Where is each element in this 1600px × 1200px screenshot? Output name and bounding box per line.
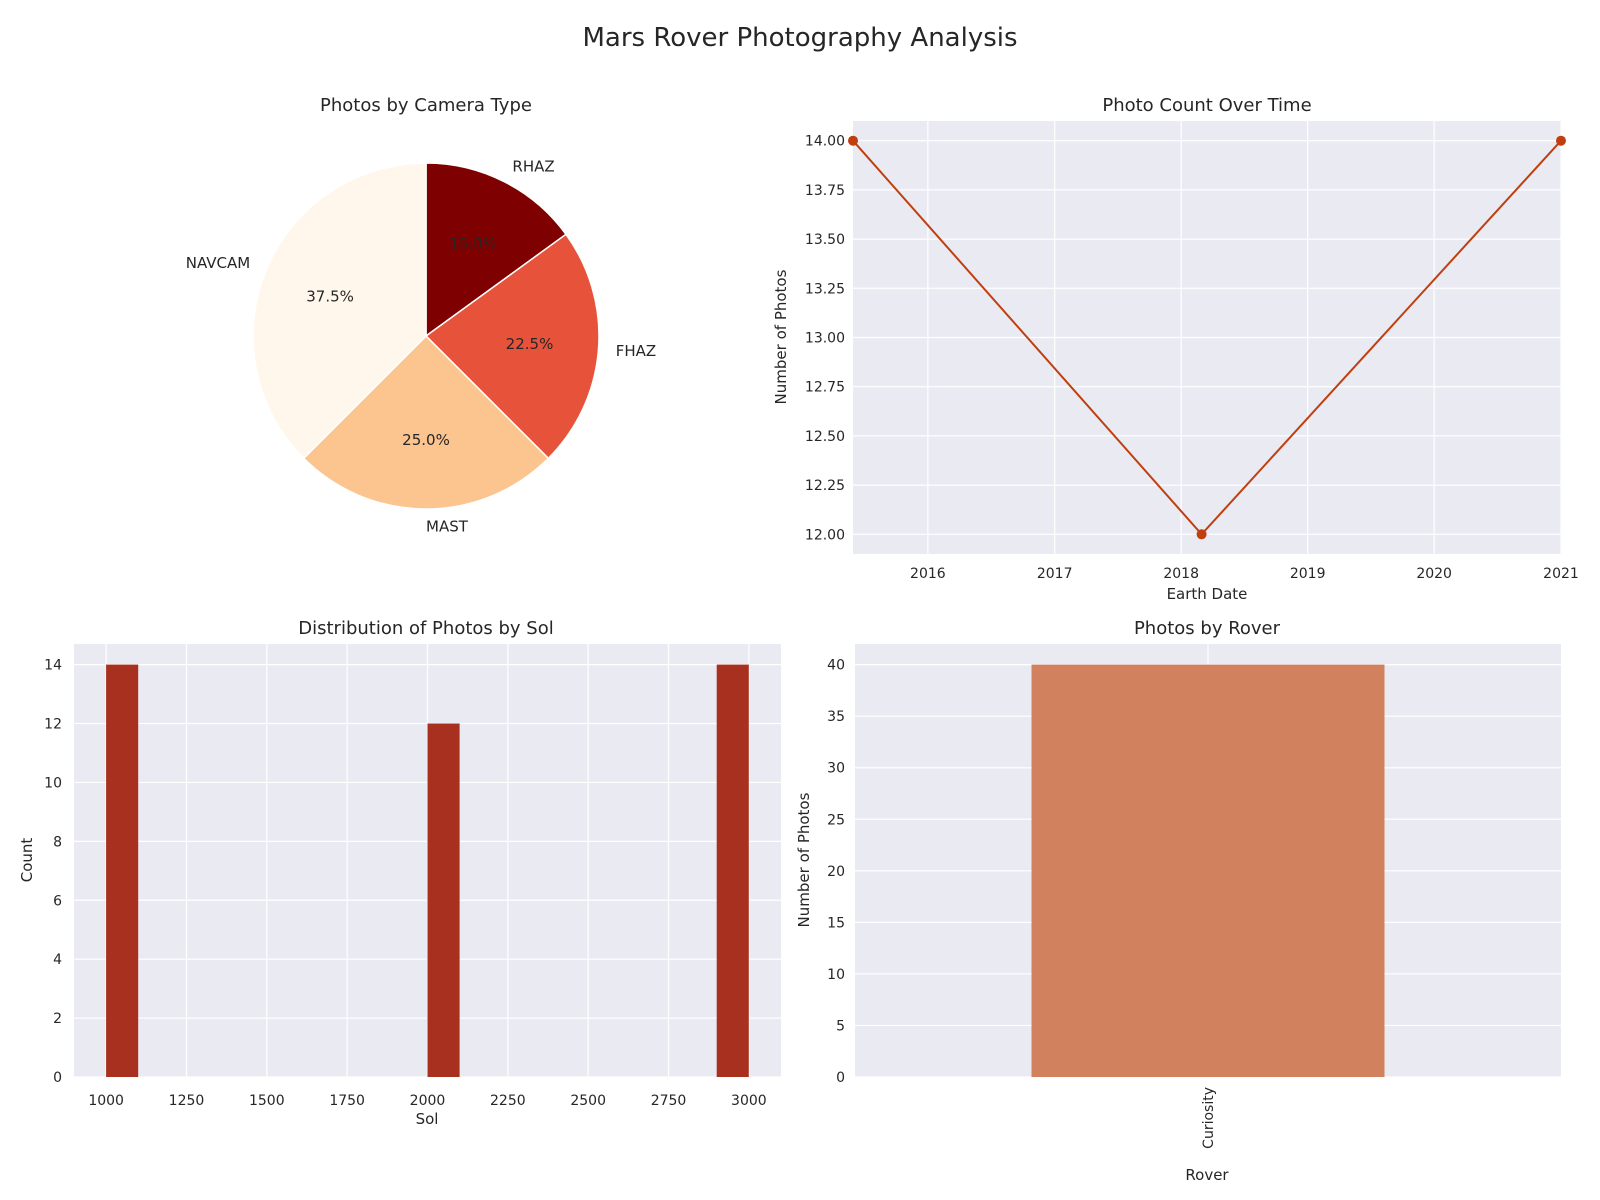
rover-y-tick-label: 35 bbox=[827, 709, 845, 725]
line-y-ticks: 12.00 12.25 12.50 12.75 13.00 13.25 13.50 13.75… bbox=[805, 134, 845, 544]
hist-y-tick-label: 12 bbox=[44, 717, 62, 733]
line-x-ticks: 2016 2017 2018 2019 2020 2021 bbox=[910, 566, 1579, 582]
line-x-tick-label: 2019 bbox=[1290, 566, 1326, 582]
pie-label-navcam: NAVCAM bbox=[186, 254, 250, 272]
line-y-tick-label: 13.00 bbox=[805, 331, 845, 347]
hist-panel: Distribution of Photos by Sol 0 2 4 6 8 10 12 1… bbox=[18, 618, 781, 1128]
hist-x-tick-label: 1750 bbox=[329, 1093, 365, 1109]
rover-panel: Photos by Rover 0 5 10 15 20 25 30 35 40 Curiosi… bbox=[795, 618, 1561, 1184]
line-y-tick-label: 12.75 bbox=[805, 380, 845, 396]
rover-title: Photos by Rover bbox=[1134, 618, 1281, 639]
line-y-tick-label: 13.50 bbox=[805, 232, 845, 248]
pie-pct-navcam: 37.5% bbox=[306, 287, 354, 305]
hist-title: Distribution of Photos by Sol bbox=[298, 618, 554, 639]
hist-x-ticks: 1000 1250 1500 1750 2000 2250 2500 2750 3000 bbox=[88, 1093, 766, 1109]
hist-y-axis-label: Count bbox=[18, 838, 36, 883]
rover-y-tick-label: 25 bbox=[827, 812, 845, 828]
rover-x-tick-label: Curiosity bbox=[1201, 1087, 1217, 1149]
line-y-tick-label: 13.25 bbox=[805, 281, 845, 297]
pie-slice-mast bbox=[302, 334, 550, 510]
hist-bar bbox=[716, 664, 749, 1077]
hist-y-tick-label: 6 bbox=[53, 893, 62, 909]
line-x-axis-label: Earth Date bbox=[1167, 585, 1248, 603]
hist-x-tick-label: 2500 bbox=[570, 1093, 606, 1109]
line-point bbox=[848, 135, 858, 146]
pie-slice-navcam bbox=[252, 162, 427, 460]
pie-pct-rhaz: 15.0% bbox=[449, 235, 497, 253]
rover-y-tick-label: 15 bbox=[827, 915, 845, 931]
rover-y-tick-label: 20 bbox=[827, 864, 845, 880]
line-y-tick-label: 14.00 bbox=[805, 134, 845, 150]
hist-x-tick-label: 2000 bbox=[410, 1093, 446, 1109]
rover-x-axis-label: Rover bbox=[1185, 1166, 1229, 1184]
line-gridlines bbox=[853, 121, 1562, 554]
pie-label-rhaz: RHAZ bbox=[512, 157, 554, 175]
line-point bbox=[1196, 529, 1207, 540]
hist-x-tick-label: 2750 bbox=[651, 1093, 687, 1109]
rover-x-ticks: Curiosity bbox=[1201, 1087, 1217, 1149]
pie-title: Photos by Camera Type bbox=[320, 95, 532, 116]
pie-slice-rhaz bbox=[425, 162, 568, 338]
rover-y-ticks: 0 5 10 15 20 25 30 35 40 bbox=[827, 658, 845, 1086]
hist-y-tick-label: 4 bbox=[53, 952, 62, 968]
pie-slice-fhaz bbox=[424, 233, 600, 460]
hist-y-tick-label: 2 bbox=[53, 1011, 62, 1027]
rover-y-tick-label: 0 bbox=[836, 1070, 845, 1086]
rover-y-tick-label: 5 bbox=[836, 1018, 845, 1034]
rover-y-tick-label: 10 bbox=[827, 967, 845, 983]
rover-bars bbox=[1031, 664, 1385, 1077]
pie-panel: Photos by Camera Type RHAZ 15.0% FHAZ 22.5%… bbox=[186, 95, 656, 535]
hist-x-axis-label: Sol bbox=[416, 1110, 439, 1128]
hist-x-tick-label: 1250 bbox=[169, 1093, 205, 1109]
line-x-tick-label: 2017 bbox=[1037, 566, 1073, 582]
line-y-tick-label: 12.00 bbox=[805, 527, 845, 543]
hist-x-tick-label: 3000 bbox=[731, 1093, 767, 1109]
line-x-tick-label: 2018 bbox=[1163, 566, 1199, 582]
rover-bar-curiosity bbox=[1031, 664, 1385, 1077]
line-y-tick-label: 12.50 bbox=[805, 429, 845, 445]
hist-x-tick-label: 1500 bbox=[249, 1093, 285, 1109]
hist-bar bbox=[106, 664, 139, 1077]
line-point bbox=[1556, 135, 1566, 146]
pie-pct-fhaz: 22.5% bbox=[506, 335, 554, 353]
rover-y-tick-label: 30 bbox=[827, 761, 845, 777]
hist-y-tick-label: 14 bbox=[44, 658, 62, 674]
line-y-tick-label: 13.75 bbox=[805, 183, 845, 199]
hist-x-tick-label: 1000 bbox=[88, 1093, 124, 1109]
line-x-tick-label: 2016 bbox=[910, 566, 946, 582]
pie-pct-mast: 25.0% bbox=[402, 431, 450, 449]
hist-y-tick-label: 0 bbox=[53, 1070, 62, 1086]
hist-y-tick-label: 10 bbox=[44, 775, 62, 791]
rover-y-tick-label: 40 bbox=[827, 658, 845, 674]
line-panel: Photo Count Over Time 12.0012.2512.5012.… bbox=[772, 95, 1579, 603]
line-title: Photo Count Over Time bbox=[1102, 95, 1311, 116]
hist-bars bbox=[106, 664, 749, 1077]
line-y-tick-label: 12.25 bbox=[805, 478, 845, 494]
hist-y-ticks: 0 2 4 6 8 10 12 14 bbox=[44, 658, 62, 1086]
rover-y-axis-label: Number of Photos bbox=[795, 792, 813, 927]
hist-x-tick-label: 2250 bbox=[490, 1093, 526, 1109]
pie-slices bbox=[252, 162, 600, 510]
hist-bar bbox=[427, 723, 460, 1077]
line-x-tick-label: 2020 bbox=[1416, 566, 1452, 582]
pie-label-mast: MAST bbox=[426, 517, 469, 535]
pie-label-fhaz: FHAZ bbox=[616, 342, 656, 360]
line-y-axis-label: Number of Photos bbox=[772, 269, 790, 404]
line-x-tick-label: 2021 bbox=[1543, 566, 1579, 582]
figure-title: Mars Rover Photography Analysis bbox=[582, 23, 1017, 53]
line-series bbox=[848, 135, 1566, 540]
hist-y-tick-label: 8 bbox=[53, 834, 62, 850]
pie-labels: RHAZ 15.0% FHAZ 22.5% MAST 25.0% NAVCAM 37.5% bbox=[186, 157, 656, 535]
